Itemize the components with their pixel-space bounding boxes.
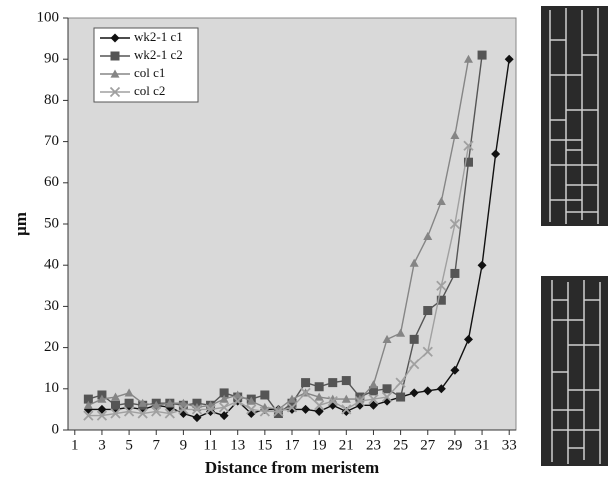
legend-label: wk2-1 c2 [134,47,183,62]
y-axis-title: μm [11,212,30,236]
x-tick-label: 1 [71,437,79,453]
y-tick-label: 100 [37,9,60,25]
marker [315,382,324,391]
marker [450,269,459,278]
marker [423,306,432,315]
x-tick-label: 19 [312,437,327,453]
marker [328,378,337,387]
legend-label: wk2-1 c1 [134,29,183,44]
chart: μm Distance from meristem 0 10 20 30 40 50 60 7… [0,0,608,483]
legend-label: col c1 [134,65,165,80]
marker [342,376,351,385]
x-tick-label: 17 [285,437,301,453]
y-tick-label: 50 [44,215,59,231]
marker [478,51,487,60]
marker [396,393,405,402]
y-tick-label: 40 [44,257,59,273]
x-tick-label: 13 [230,437,245,453]
y-tick-label: 30 [44,298,59,314]
x-tick-label: 23 [366,437,381,453]
x-tick-label: 21 [339,437,354,453]
y-tick-label: 90 [44,51,59,67]
marker [410,335,419,344]
x-tick-label: 31 [475,437,490,453]
y-tick-label: 70 [44,133,59,149]
x-tick-label: 11 [203,437,217,453]
x-tick-label: 15 [257,437,272,453]
x-tick-label: 25 [393,437,408,453]
marker [260,390,269,399]
marker [301,378,310,387]
legend-label: col c2 [134,83,165,98]
y-tick-label: 60 [44,174,59,190]
micrograph-top [541,6,608,226]
x-tick-label: 33 [502,437,517,453]
x-tick-label: 9 [180,437,188,453]
micrograph-bottom [541,276,608,466]
y-tick-label: 80 [44,92,59,108]
x-tick-label: 29 [447,437,462,453]
x-tick-label: 27 [420,437,436,453]
x-tick-label: 7 [152,437,160,453]
marker [111,52,120,61]
x-axis-title: Distance from meristem [205,458,379,477]
x-tick-label: 3 [98,437,106,453]
x-tick-label: 5 [125,437,133,453]
legend: wk2-1 c1 wk2-1 c2 col c1 col c2 [94,28,198,102]
y-tick-label: 0 [52,421,60,437]
y-tick-label: 10 [44,380,59,396]
marker [125,399,134,408]
marker [383,384,392,393]
marker [111,401,120,410]
y-tick-label: 20 [44,339,59,355]
